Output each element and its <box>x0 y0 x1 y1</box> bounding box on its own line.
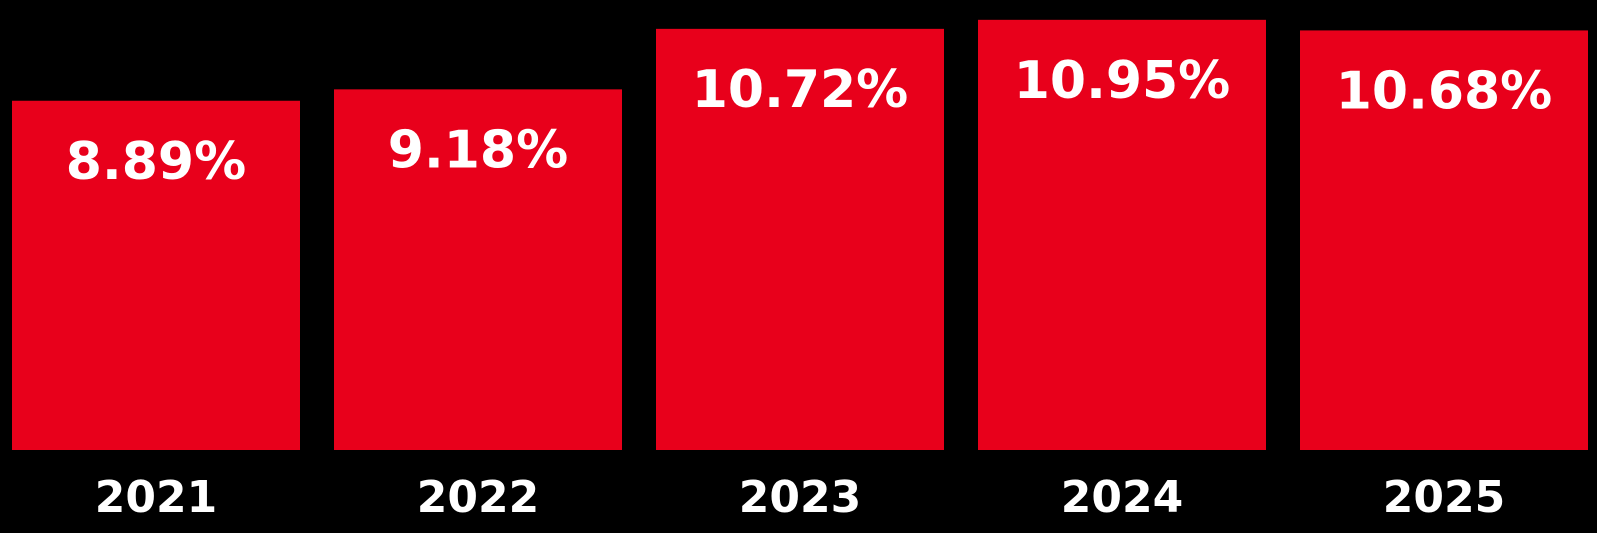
bar-2025 <box>1300 30 1588 451</box>
value-labels-group: 8.89% 9.18% 10.72% 10.95% 10.68% <box>66 51 1553 192</box>
value-label-2025: 10.68% <box>1336 61 1553 121</box>
x-tick-label-2023: 2023 <box>739 472 861 523</box>
bar-2024 <box>978 19 1266 450</box>
bar-2022 <box>334 89 622 450</box>
bar-2021 <box>12 100 300 450</box>
x-tick-label-2025: 2025 <box>1383 472 1505 523</box>
x-tick-label-2021: 2021 <box>95 472 217 523</box>
x-tick-label-2024: 2024 <box>1061 472 1183 523</box>
bar-2023 <box>656 28 944 450</box>
x-tick-labels-group: 2021 2022 2023 2024 2025 <box>95 472 1505 523</box>
bars-group <box>12 19 1588 451</box>
value-label-2021: 8.89% <box>66 132 246 192</box>
value-label-2024: 10.95% <box>1014 51 1231 111</box>
x-tick-label-2022: 2022 <box>417 472 539 523</box>
value-label-2022: 9.18% <box>388 120 568 180</box>
value-label-2023: 10.72% <box>692 60 909 120</box>
